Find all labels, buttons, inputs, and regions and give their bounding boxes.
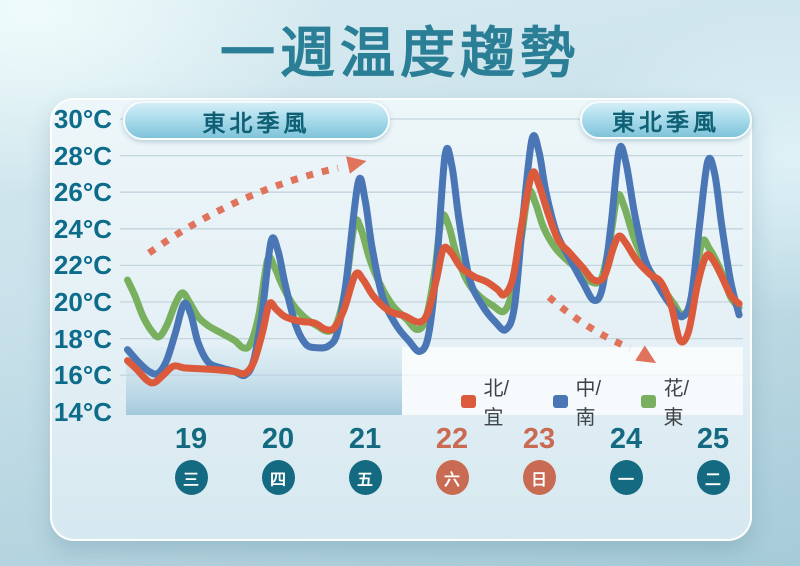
monsoon-badge-left: 東北季風 (123, 101, 390, 140)
date-label-22: 22 (435, 423, 469, 455)
y-axis-label-26c: 26°C (53, 177, 112, 207)
date-label-20: 20 (261, 423, 295, 455)
y-axis-label-14c: 14°C (53, 397, 112, 427)
date-label-19: 19 (174, 423, 208, 455)
legend-label-0: 北/宜 (483, 378, 510, 429)
legend-swatch-0 (461, 394, 477, 408)
y-axis-label-20c: 20°C (53, 287, 112, 317)
weekday-badge-24: 一 (609, 460, 643, 495)
day-column-24: 24 一 (582, 424, 670, 495)
weekday-badge-22: 六 (435, 460, 469, 495)
legend-item-2: 花/東 (641, 378, 696, 429)
y-axis-label-16c: 16°C (53, 360, 112, 390)
day-column-22: 22 六 (408, 424, 496, 495)
y-axis-label-18c: 18°C (53, 324, 112, 354)
y-axis-label-30c: 30°C (53, 104, 112, 134)
weekday-badge-25: 二 (696, 460, 730, 495)
monsoon-badge-right: 東北季風 (580, 101, 752, 139)
y-axis-label-24c: 24°C (53, 214, 112, 244)
date-label-24: 24 (609, 423, 643, 455)
date-label-25: 25 (696, 423, 730, 455)
legend-item-0: 北/宜 (461, 378, 516, 429)
date-label-23: 23 (522, 423, 556, 455)
legend-label-1: 中/南 (575, 378, 602, 429)
legend-swatch-1 (553, 394, 569, 408)
weekday-badge-19: 三 (174, 460, 208, 495)
day-column-21: 21 五 (321, 424, 409, 495)
date-label-21: 21 (348, 423, 382, 455)
monsoon-badge-left-label: 東北季風 (202, 109, 311, 136)
legend-item-1: 中/南 (553, 378, 608, 429)
monsoon-badge-right-label: 東北季風 (612, 109, 720, 135)
y-axis-label-28c: 28°C (53, 141, 112, 171)
day-column-19: 19 三 (147, 424, 235, 495)
day-column-23: 23 日 (495, 424, 583, 495)
day-column-25: 25 二 (669, 424, 757, 495)
weekday-badge-21: 五 (348, 460, 382, 495)
legend-label-2: 花/東 (663, 378, 690, 429)
y-axis-label-22c: 22°C (53, 250, 112, 280)
weekday-badge-20: 四 (261, 460, 295, 495)
legend-swatch-2 (641, 394, 657, 408)
page-title: 一週温度趨勢 (219, 22, 580, 84)
day-column-20: 20 四 (234, 424, 322, 495)
weekday-badge-23: 日 (522, 460, 556, 495)
